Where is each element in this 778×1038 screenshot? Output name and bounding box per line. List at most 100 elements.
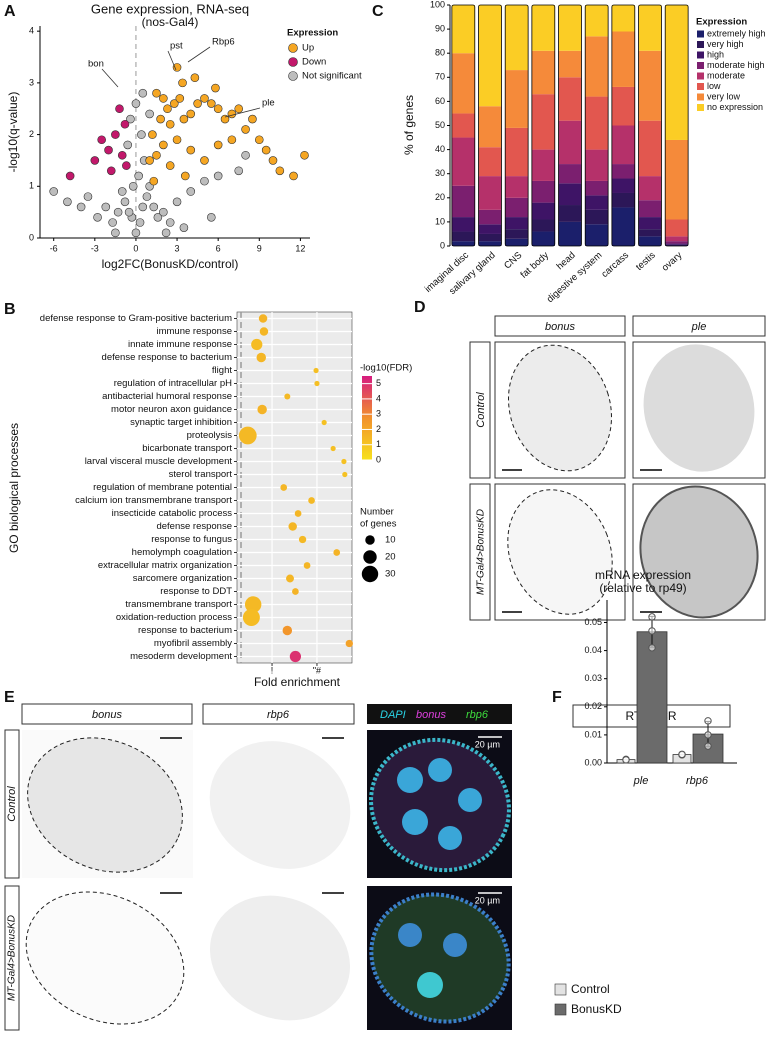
legend-swatch: [697, 62, 704, 69]
bar-segment: [451, 53, 475, 114]
y-tick-label: 0.03: [584, 673, 602, 683]
dot: [330, 445, 336, 452]
bar-segment: [665, 243, 689, 245]
scale-label: 20 µm: [475, 895, 500, 905]
bar-segment: [611, 125, 635, 165]
y-tick-label: myofibril assembly: [154, 638, 232, 649]
bar-segment: [505, 70, 529, 128]
dot: [313, 367, 319, 374]
y-axis-label: -log10(q-value): [6, 92, 20, 173]
y-tick-label: 1: [29, 181, 34, 191]
y-tick-label: 70: [435, 72, 445, 82]
point: [111, 228, 120, 238]
point: [145, 156, 154, 165]
replicate-point: [704, 717, 712, 725]
point: [137, 130, 146, 139]
bar-segment: [611, 86, 635, 126]
point: [248, 114, 257, 124]
legend-swatch: [288, 43, 298, 53]
y-tick-label: sarcomere organization: [133, 573, 232, 584]
bar-outline: [558, 4, 582, 247]
x-axis-label: Fold enrichment: [254, 675, 341, 689]
bar-outline: [451, 4, 476, 247]
x-tick-label: head: [555, 250, 578, 272]
x-tick-label: carcass: [599, 250, 631, 280]
y-tick-label: 80: [435, 48, 445, 58]
point: [172, 63, 182, 72]
bar-segment: [585, 224, 609, 246]
y-tick-label: larval visceral muscle development: [85, 456, 233, 467]
nucleus: [443, 933, 467, 957]
x-tick-label: -3: [91, 243, 99, 253]
bar-outline: [478, 4, 502, 247]
size-legend-dot: [365, 535, 375, 545]
row-header: Control: [6, 786, 18, 822]
bar-segment: [585, 96, 609, 150]
legend-swatch: [288, 71, 298, 81]
y-tick-label: antibacterial humoral response: [102, 391, 232, 402]
dot: [257, 404, 267, 415]
bar-segment: [558, 77, 582, 121]
y-tick-label: 0: [440, 240, 445, 250]
point: [145, 109, 154, 119]
size-legend-title: Number: [360, 507, 394, 518]
bar-segment: [611, 178, 635, 193]
point: [159, 94, 168, 103]
y-tick-label: 90: [435, 23, 445, 33]
bar-segment: [585, 195, 609, 210]
legend-swatch: [697, 72, 704, 80]
y-tick-label: 60: [435, 96, 445, 106]
egg-chamber-outline: [507, 344, 613, 472]
dot: [314, 380, 320, 387]
bar-segment: [451, 231, 475, 242]
bar-segment: [478, 209, 502, 225]
egg-chamber-outline: [25, 891, 185, 1025]
y-tick-label: defense response to bacterium: [102, 352, 233, 363]
legend-swatch: [697, 104, 704, 111]
replicate-point: [648, 613, 656, 621]
legend-label: moderate: [707, 70, 745, 80]
point: [123, 140, 133, 150]
bar-segment: [638, 229, 662, 237]
stain-label: DAPI: [380, 709, 406, 721]
point: [200, 156, 209, 165]
point: [142, 192, 152, 201]
bar-segment: [505, 217, 529, 230]
annotation-line: [224, 107, 261, 118]
legend-swatch: [697, 93, 704, 101]
bar-segment: [585, 149, 609, 181]
point: [241, 150, 250, 160]
stain-label: rbp6: [466, 709, 489, 721]
bar-segment: [478, 106, 502, 148]
bar-segment: [505, 238, 529, 246]
bar-segment: [505, 127, 529, 177]
bar-segment: [611, 31, 635, 87]
point: [134, 171, 143, 181]
legend-title: Expression: [287, 28, 338, 39]
bar-outline: [531, 4, 556, 247]
legend-label: moderate high: [707, 60, 765, 70]
y-tick-label: defense response to Gram-positive bacter…: [40, 313, 232, 324]
point: [289, 171, 298, 181]
x-tick-label: 0: [133, 243, 138, 253]
point: [49, 187, 59, 196]
bar-segment: [451, 241, 475, 246]
point: [179, 114, 189, 124]
y-tick-label: 20: [435, 192, 445, 202]
y-tick-label: regulation of membrane potential: [93, 482, 232, 493]
legend-label: very high: [707, 39, 744, 49]
point: [213, 140, 223, 150]
point: [131, 228, 141, 238]
bar-segment: [665, 5, 689, 140]
replicate-point: [704, 731, 712, 739]
legend-swatch: [554, 983, 567, 996]
legend-swatch: [554, 1003, 567, 1016]
dot: [321, 419, 327, 426]
legend-label: Up: [302, 43, 314, 54]
bar-segment: [558, 205, 582, 222]
replicate-point: [648, 627, 656, 635]
replicate-point: [648, 644, 656, 652]
annotation: bon: [88, 59, 104, 70]
legend-label: very low: [707, 91, 741, 101]
